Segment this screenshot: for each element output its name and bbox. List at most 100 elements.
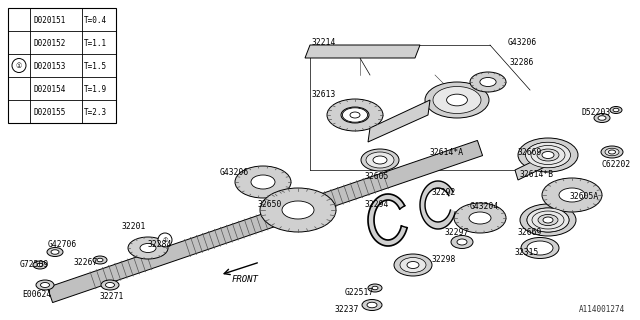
Ellipse shape	[327, 99, 383, 131]
Ellipse shape	[140, 244, 156, 252]
Ellipse shape	[373, 156, 387, 164]
Text: 32214: 32214	[312, 38, 337, 47]
Text: A114001274: A114001274	[579, 305, 625, 314]
Text: 32284: 32284	[148, 240, 172, 249]
Ellipse shape	[521, 237, 559, 259]
Ellipse shape	[366, 152, 394, 168]
Text: 32614*A: 32614*A	[430, 148, 464, 157]
Text: D020151: D020151	[33, 15, 65, 25]
Ellipse shape	[341, 107, 369, 123]
Text: 32669: 32669	[518, 228, 542, 237]
Ellipse shape	[361, 149, 399, 171]
Text: ①: ①	[162, 237, 168, 243]
Text: 32294: 32294	[365, 200, 389, 209]
Text: 32669: 32669	[518, 148, 542, 157]
Ellipse shape	[480, 77, 496, 86]
Ellipse shape	[425, 82, 489, 118]
Circle shape	[158, 233, 172, 247]
Text: 32271: 32271	[100, 292, 124, 301]
Polygon shape	[368, 100, 430, 142]
Ellipse shape	[400, 258, 426, 273]
Ellipse shape	[251, 175, 275, 189]
Ellipse shape	[93, 256, 107, 264]
Bar	[8, 8, 116, 123]
Ellipse shape	[518, 138, 578, 172]
Text: 32237: 32237	[335, 305, 360, 314]
Ellipse shape	[559, 188, 585, 202]
Ellipse shape	[128, 237, 168, 259]
Ellipse shape	[537, 149, 559, 161]
Ellipse shape	[539, 215, 557, 225]
Ellipse shape	[470, 72, 506, 92]
Polygon shape	[368, 194, 407, 246]
Ellipse shape	[447, 94, 467, 106]
Polygon shape	[305, 45, 420, 58]
Ellipse shape	[345, 109, 365, 121]
Ellipse shape	[601, 146, 623, 158]
Ellipse shape	[47, 247, 63, 257]
Ellipse shape	[394, 254, 432, 276]
Ellipse shape	[527, 241, 553, 255]
Text: 32605: 32605	[365, 172, 389, 181]
Ellipse shape	[367, 302, 377, 308]
Ellipse shape	[469, 212, 491, 224]
Text: ①: ①	[16, 62, 22, 68]
Ellipse shape	[527, 208, 569, 232]
Ellipse shape	[538, 149, 557, 161]
Ellipse shape	[531, 146, 565, 164]
Text: G43206: G43206	[220, 168, 249, 177]
Ellipse shape	[106, 283, 115, 287]
Ellipse shape	[542, 151, 554, 158]
Text: 32297: 32297	[445, 228, 469, 237]
Text: 32298: 32298	[432, 255, 456, 264]
Text: T=2.3: T=2.3	[84, 108, 107, 116]
Polygon shape	[47, 140, 483, 303]
Ellipse shape	[282, 201, 314, 219]
Ellipse shape	[457, 239, 467, 245]
Ellipse shape	[525, 142, 570, 168]
Ellipse shape	[368, 284, 382, 292]
Ellipse shape	[520, 204, 576, 236]
Text: 32201: 32201	[122, 222, 147, 231]
Ellipse shape	[454, 203, 506, 233]
Text: G22517: G22517	[345, 288, 374, 297]
Ellipse shape	[433, 86, 481, 114]
Polygon shape	[420, 181, 455, 229]
Text: 32613: 32613	[312, 90, 337, 99]
Ellipse shape	[51, 250, 59, 254]
Ellipse shape	[527, 208, 569, 232]
Text: D020152: D020152	[33, 38, 65, 47]
Text: D020155: D020155	[33, 108, 65, 116]
Ellipse shape	[37, 263, 43, 267]
Text: 32286: 32286	[510, 58, 534, 67]
Ellipse shape	[538, 214, 558, 226]
Ellipse shape	[542, 178, 602, 212]
Ellipse shape	[543, 217, 553, 223]
Text: G72509: G72509	[20, 260, 49, 269]
Ellipse shape	[372, 286, 378, 290]
Ellipse shape	[610, 107, 622, 114]
Text: D020154: D020154	[33, 84, 65, 93]
Ellipse shape	[594, 114, 610, 123]
Ellipse shape	[97, 258, 103, 262]
Ellipse shape	[36, 280, 54, 290]
Text: E00624: E00624	[22, 290, 51, 299]
Ellipse shape	[33, 261, 47, 269]
Text: 32292: 32292	[432, 188, 456, 197]
Circle shape	[12, 59, 26, 73]
Text: FRONT: FRONT	[232, 275, 259, 284]
Ellipse shape	[260, 188, 336, 232]
Ellipse shape	[342, 108, 367, 122]
Text: T=1.5: T=1.5	[84, 61, 107, 70]
Text: T=1.9: T=1.9	[84, 84, 107, 93]
Text: G43204: G43204	[470, 202, 499, 211]
Text: T=1.1: T=1.1	[84, 38, 107, 47]
Text: D52203: D52203	[582, 108, 611, 117]
Text: 32650: 32650	[258, 200, 282, 209]
Ellipse shape	[101, 280, 119, 290]
Ellipse shape	[350, 112, 360, 118]
Polygon shape	[515, 152, 555, 180]
Ellipse shape	[526, 142, 570, 167]
Text: G42706: G42706	[48, 240, 77, 249]
Ellipse shape	[451, 236, 473, 249]
